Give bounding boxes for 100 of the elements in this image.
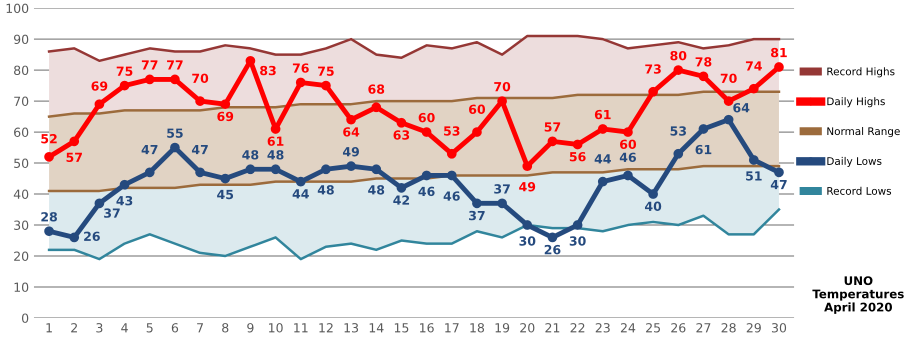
data-label: 30 <box>570 236 586 246</box>
point <box>144 167 155 178</box>
point <box>371 102 382 112</box>
y-tick-label: 70 <box>14 96 28 106</box>
x-tick-label: 11 <box>294 323 308 332</box>
point <box>774 167 784 178</box>
point <box>748 155 759 165</box>
data-label: 70 <box>192 74 208 84</box>
data-label: 51 <box>746 171 762 181</box>
point <box>598 124 608 134</box>
data-label: 56 <box>570 152 586 162</box>
point <box>120 80 130 90</box>
x-tick-label: 12 <box>319 323 333 332</box>
point <box>673 148 684 159</box>
data-label: 61 <box>268 136 284 146</box>
data-label: 80 <box>670 50 686 60</box>
y-tick-label: 90 <box>14 34 28 44</box>
x-tick-label: 29 <box>746 323 761 333</box>
data-label: 47 <box>192 145 208 154</box>
data-label: 78 <box>696 57 712 67</box>
data-label: 69 <box>91 81 108 91</box>
x-tick-label: 14 <box>370 323 384 332</box>
point <box>69 232 80 242</box>
x-tick-label: 19 <box>496 323 510 333</box>
x-tick-label: 20 <box>520 323 534 333</box>
point <box>472 198 482 208</box>
data-label: 44 <box>292 189 309 198</box>
legend-label: Normal Range <box>827 127 900 138</box>
point <box>698 124 708 134</box>
point <box>446 170 457 180</box>
data-label: 57 <box>66 152 82 162</box>
point <box>598 176 608 187</box>
data-label: 70 <box>720 74 737 84</box>
point <box>321 80 331 90</box>
data-label: 77 <box>167 60 183 70</box>
data-label: 30 <box>519 236 536 246</box>
data-label: 68 <box>368 84 384 94</box>
data-label: 81 <box>771 48 787 58</box>
data-label: 70 <box>494 82 510 92</box>
point <box>170 74 180 84</box>
point <box>120 180 130 190</box>
data-label: 60 <box>620 140 636 150</box>
x-tick-label: 21 <box>545 323 560 332</box>
data-label: 52 <box>41 134 57 144</box>
x-tick-label: 4 <box>121 323 128 332</box>
x-tick-label: 23 <box>596 323 610 333</box>
x-tick-label: 28 <box>722 323 736 333</box>
point <box>346 161 356 172</box>
x-tick-label: 27 <box>696 323 710 332</box>
data-label: 37 <box>104 208 120 218</box>
data-label: 60 <box>418 112 435 122</box>
point <box>623 170 633 180</box>
point <box>648 86 658 97</box>
data-label: 46 <box>444 191 460 201</box>
point <box>548 136 558 146</box>
x-tick-label: 13 <box>344 323 358 333</box>
data-label: 44 <box>594 154 611 164</box>
x-tick-label: 22 <box>570 323 584 332</box>
legend-label: Record Highs <box>827 67 895 78</box>
legend-label: Daily Highs <box>827 97 885 108</box>
y-tick-label: 20 <box>14 251 28 261</box>
data-label: 45 <box>217 190 234 200</box>
data-label: 43 <box>116 196 132 206</box>
x-tick-label: 26 <box>671 323 686 333</box>
data-label: 61 <box>594 110 611 120</box>
data-label: 60 <box>469 104 486 114</box>
point <box>446 148 457 159</box>
text: UNO Temperatures April 2020 <box>812 276 904 314</box>
point <box>396 182 406 193</box>
legend-label: Daily Lows <box>827 156 882 167</box>
data-label: 48 <box>267 150 284 160</box>
y-tick-label: 10 <box>14 282 28 292</box>
point <box>648 189 658 199</box>
data-label: 69 <box>217 112 234 122</box>
point <box>422 170 432 180</box>
x-tick-label: 6 <box>172 323 178 333</box>
data-label: 42 <box>393 195 410 205</box>
data-label: 74 <box>746 61 762 70</box>
point <box>296 78 306 88</box>
point <box>195 96 205 106</box>
y-tick-label: 40 <box>14 190 28 199</box>
legend-label: Record Lows <box>827 186 892 195</box>
point <box>44 152 54 162</box>
point <box>724 114 734 125</box>
point <box>371 164 382 174</box>
point <box>396 118 406 128</box>
point <box>195 167 205 178</box>
point <box>69 136 80 146</box>
data-label: 73 <box>645 64 661 74</box>
point <box>94 99 104 110</box>
data-label: 40 <box>644 202 662 211</box>
data-label: 63 <box>394 130 410 140</box>
data-label: 47 <box>142 145 158 154</box>
data-label: 46 <box>620 152 636 162</box>
point <box>296 176 306 187</box>
point <box>698 71 708 82</box>
x-tick-label: 5 <box>146 323 153 333</box>
x-tick-label: 16 <box>420 323 434 333</box>
point <box>94 198 104 208</box>
point <box>572 220 582 230</box>
